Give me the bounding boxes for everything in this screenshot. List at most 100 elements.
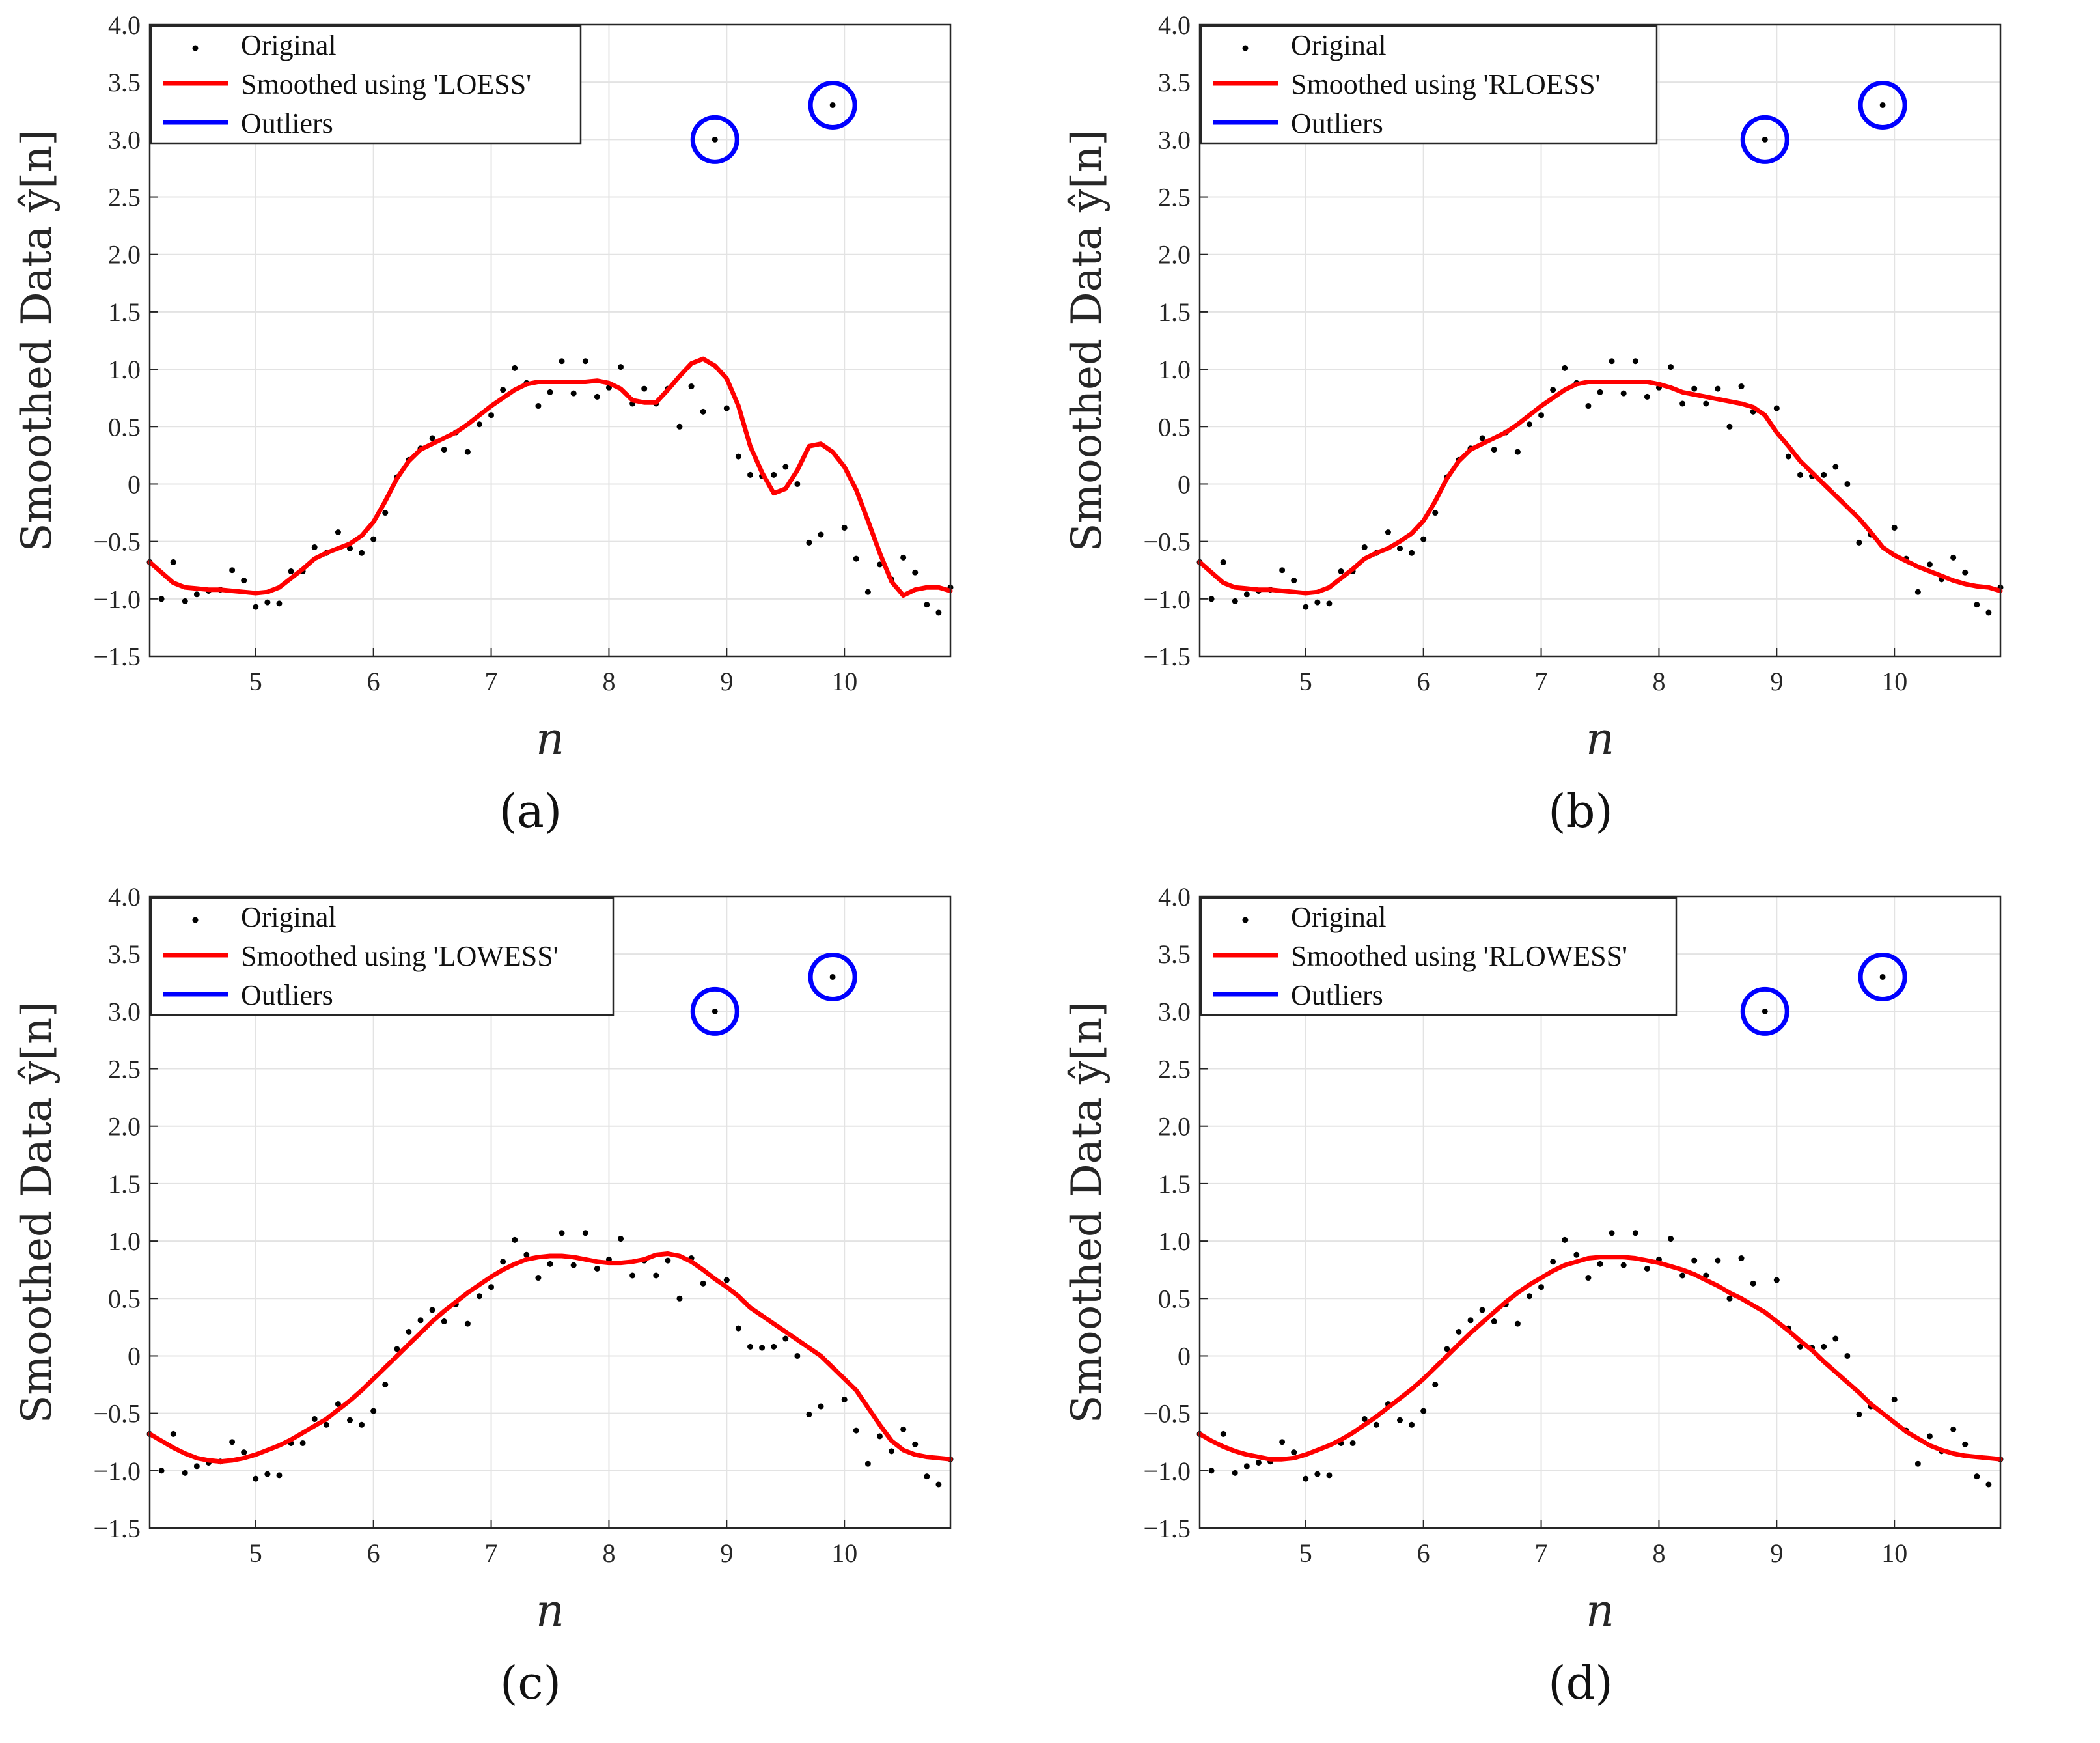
original-data-point bbox=[547, 1261, 553, 1267]
original-data-point bbox=[429, 435, 435, 441]
original-data-point bbox=[1914, 589, 1921, 595]
original-data-point bbox=[1950, 1426, 1957, 1432]
original-data-point bbox=[1361, 1415, 1368, 1422]
original-data-point bbox=[323, 1421, 329, 1428]
y-tick-label: 2.0 bbox=[108, 1112, 141, 1141]
original-data-point bbox=[1409, 1421, 1415, 1428]
original-data-point bbox=[1974, 602, 1980, 608]
original-data-point bbox=[1926, 561, 1933, 568]
original-data-point bbox=[441, 1318, 447, 1325]
x-tick-label: 7 bbox=[485, 1539, 498, 1568]
y-tick-label: 2.5 bbox=[1158, 1055, 1191, 1084]
original-data-point bbox=[594, 393, 600, 400]
original-data-point bbox=[464, 449, 471, 455]
y-tick-label: 4.0 bbox=[1158, 882, 1191, 912]
original-data-point bbox=[1432, 1382, 1439, 1388]
x-tick-label: 5 bbox=[249, 1539, 262, 1568]
x-tick-label: 10 bbox=[831, 1539, 857, 1568]
original-data-point bbox=[1562, 365, 1568, 371]
original-data-point bbox=[1609, 358, 1615, 365]
original-data-point bbox=[1409, 550, 1415, 556]
original-data-point bbox=[417, 1317, 424, 1324]
legend-entry: Outliers bbox=[241, 979, 333, 1011]
original-data-point bbox=[841, 1396, 848, 1402]
legend-entry: Outliers bbox=[241, 107, 333, 139]
original-data-point bbox=[1762, 1008, 1768, 1014]
original-data-point bbox=[1326, 1472, 1333, 1479]
original-data-point bbox=[359, 1421, 365, 1428]
y-tick-label: 1.5 bbox=[108, 298, 141, 327]
original-data-point bbox=[1585, 1275, 1592, 1281]
x-axis-label: n bbox=[1586, 1585, 1614, 1637]
original-data-point bbox=[876, 561, 883, 568]
original-data-point bbox=[264, 599, 271, 606]
original-data-point bbox=[335, 1401, 341, 1408]
legend-entry: Smoothed using 'LOESS' bbox=[241, 68, 531, 100]
original-data-point bbox=[876, 1433, 883, 1440]
original-data-point bbox=[1303, 1475, 1309, 1482]
original-data-point bbox=[488, 1284, 495, 1290]
panel-b: −1.5 −1.0 −0.5 0 0.5 1.0 1.5 2.0 2.5 3.0 3.5 4.0 5 6 7… bbox=[1063, 10, 2004, 838]
y-tick-label: −1.0 bbox=[1143, 585, 1191, 614]
original-data-point bbox=[1444, 1346, 1450, 1352]
x-tick-label: 10 bbox=[831, 667, 857, 696]
original-data-point bbox=[864, 1460, 871, 1467]
original-data-point bbox=[1467, 1317, 1474, 1324]
original-data-point bbox=[900, 1426, 907, 1432]
y-tick-label: −0.5 bbox=[1143, 1399, 1191, 1429]
y-tick-label: 3.0 bbox=[1158, 125, 1191, 154]
original-data-point bbox=[1797, 471, 1803, 478]
x-tick-label: 8 bbox=[1652, 1539, 1665, 1568]
original-data-point bbox=[1797, 1343, 1803, 1350]
original-data-point bbox=[676, 1295, 683, 1302]
y-tick-label: 4.0 bbox=[108, 882, 141, 912]
original-data-point bbox=[406, 1328, 412, 1335]
y-tick-label: 0.5 bbox=[1158, 412, 1191, 441]
original-data-point bbox=[1644, 1265, 1650, 1272]
y-tick-label: 1.5 bbox=[1158, 1169, 1191, 1199]
original-data-point bbox=[170, 1430, 176, 1437]
legend: Original Smoothed using 'LOWESS' Outliers bbox=[150, 897, 615, 1016]
original-data-point bbox=[735, 453, 741, 460]
original-data-point bbox=[889, 1448, 895, 1455]
original-data-point bbox=[1243, 591, 1250, 598]
original-data-point bbox=[1962, 1441, 1969, 1447]
original-data-point bbox=[476, 421, 482, 428]
original-data-point bbox=[182, 1470, 188, 1476]
original-data-point bbox=[747, 471, 753, 478]
original-data-point bbox=[535, 1275, 542, 1281]
original-data-point bbox=[1715, 385, 1721, 392]
y-tick-label: 3.0 bbox=[108, 997, 141, 1026]
original-data-point bbox=[841, 524, 848, 531]
legend-entry: Original bbox=[1291, 901, 1387, 933]
original-data-point bbox=[441, 447, 447, 453]
original-data-point bbox=[523, 1251, 530, 1258]
original-data-point bbox=[1644, 393, 1650, 400]
x-tick-label: 10 bbox=[1881, 667, 1907, 696]
original-data-point bbox=[359, 550, 365, 556]
original-data-point bbox=[335, 529, 341, 536]
original-data-point bbox=[1220, 559, 1226, 565]
panel-a: −1.5 −1.0 −0.5 0 0.5 1.0 1.5 2.0 2.5 3.0 3.5 4.0 5 6 7… bbox=[13, 10, 954, 838]
original-data-point bbox=[559, 358, 565, 365]
original-data-point bbox=[500, 387, 506, 393]
original-data-point bbox=[1514, 1320, 1521, 1327]
x-tick-label: 7 bbox=[1535, 667, 1548, 696]
axes-frame bbox=[148, 23, 952, 658]
original-data-point bbox=[394, 1346, 400, 1352]
original-data-point bbox=[853, 1427, 859, 1434]
original-data-point bbox=[782, 1335, 789, 1342]
outlier-circle bbox=[690, 115, 739, 164]
original-data-point bbox=[1926, 1433, 1933, 1440]
original-data-point bbox=[1255, 1459, 1262, 1466]
y-tick-label: −1.5 bbox=[93, 1514, 141, 1543]
original-data-point bbox=[1279, 567, 1286, 574]
original-data-point bbox=[1668, 1236, 1674, 1242]
original-data-point bbox=[1349, 1440, 1356, 1446]
outlier-circle bbox=[1740, 986, 1789, 1036]
original-data-point bbox=[347, 545, 353, 551]
original-data-point bbox=[1573, 1251, 1580, 1258]
original-data-point bbox=[771, 471, 777, 478]
original-data-point bbox=[1679, 1272, 1686, 1279]
legend: Original Smoothed using 'LOESS' Outliers bbox=[150, 25, 582, 145]
